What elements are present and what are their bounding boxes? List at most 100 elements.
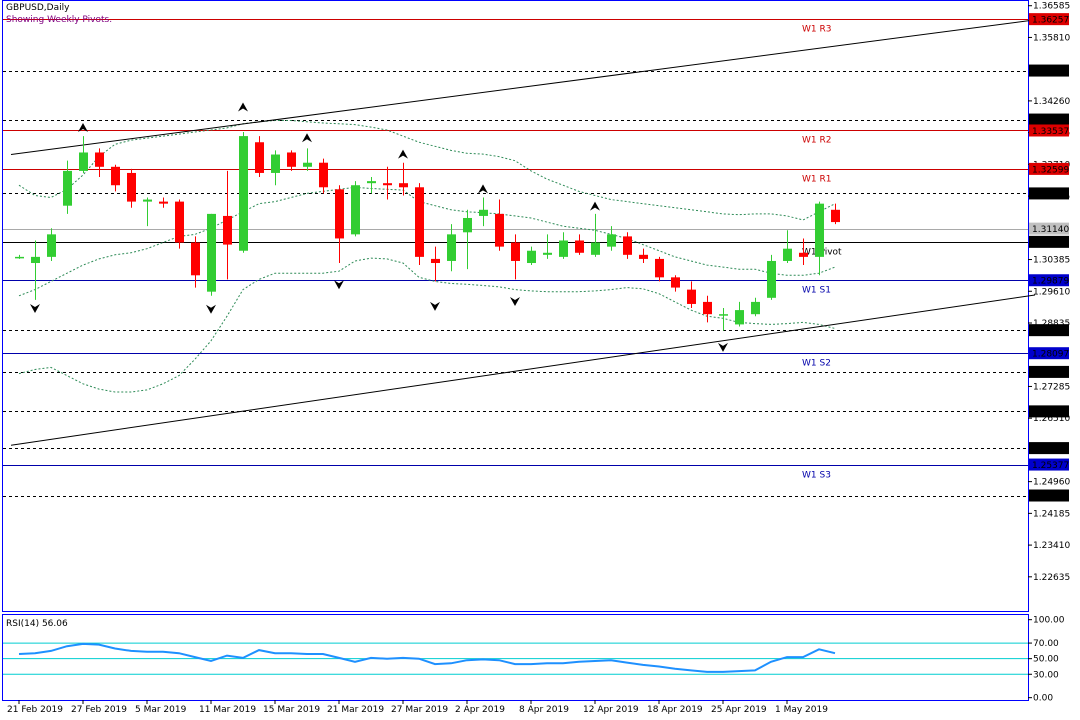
candle-body	[351, 185, 360, 235]
candle-body	[239, 136, 248, 251]
candle-body	[31, 256, 40, 264]
pivot-price-label-box	[1029, 124, 1069, 137]
candle-body	[159, 201, 168, 204]
candle-body	[63, 170, 72, 206]
price-axis: 1.365851.358101.342601.334851.327101.319…	[1028, 2, 1070, 583]
dashed-level-price-label: 1.28660	[1032, 327, 1069, 337]
price-tick-label: 1.36585	[1033, 2, 1070, 12]
candle-body	[255, 142, 264, 173]
pivot-price-label: 1.29879	[1032, 277, 1069, 287]
pivot-label: W1 S2	[802, 359, 831, 369]
dashed-level-price-label: 1.27640	[1032, 368, 1069, 378]
envelope-lower-line	[18, 257, 836, 393]
candle-body	[767, 260, 776, 298]
time-axis: 21 Feb 2019 27 Feb 2019 5 Mar 2019 11 Mar 2…	[7, 700, 828, 715]
chart-symbol-title: GBPUSD,Daily	[6, 3, 70, 13]
envelope-middle-line	[18, 186, 836, 297]
pivot-label: W1 R1	[802, 175, 831, 185]
candle-body	[479, 209, 488, 216]
candle-body	[735, 310, 744, 325]
candle-body	[367, 181, 376, 184]
price-tick-label: 1.30385	[1033, 256, 1070, 266]
chart-subtitle: Showing Weekly Pivots.	[6, 15, 112, 25]
time-tick-label: 18 Apr 2019	[647, 705, 703, 715]
time-tick-label: 21 Mar 2019	[327, 705, 384, 715]
price-tick-label: 1.34260	[1033, 97, 1070, 107]
time-tick-label: 2 Apr 2019	[455, 705, 505, 715]
current-price-label: 1.31140	[1032, 225, 1069, 235]
time-tick-label: 27 Feb 2019	[71, 705, 127, 715]
candle-body	[607, 234, 616, 247]
candle-body	[79, 152, 88, 171]
pivot-price-label-box	[1029, 458, 1069, 471]
candle-body	[383, 183, 392, 186]
candle-body	[415, 187, 424, 257]
pivot-price-label-box	[1029, 274, 1069, 287]
candle-body	[799, 252, 808, 257]
price-tick-label: 1.27285	[1033, 382, 1070, 392]
candle-body	[319, 162, 328, 188]
pivot-price-label: 1.28097	[1032, 350, 1069, 360]
fractal-up-arrow	[302, 133, 312, 143]
pivot-price-label: 1.25377	[1032, 461, 1069, 471]
fractal-up-arrow	[398, 149, 408, 159]
price-tick-label: 1.23410	[1033, 541, 1070, 551]
time-tick-label: 25 Apr 2019	[711, 705, 767, 715]
candle-body	[639, 254, 648, 259]
main-panel-frame	[2, 0, 1029, 612]
candle-body	[511, 242, 520, 261]
candle-body	[527, 250, 536, 264]
rsi-tick-label: 100.00	[1033, 616, 1065, 626]
pivot-price-label-box	[1029, 347, 1069, 360]
pivot-label: W1 S3	[802, 471, 831, 481]
pivot-price-label: 1.33537	[1032, 127, 1069, 137]
dashed-level-price-label: 1.26676	[1032, 408, 1069, 418]
time-tick-label: 27 Mar 2019	[391, 705, 448, 715]
dashed-level-price-label-box	[1029, 64, 1069, 77]
time-tick-label: 21 Feb 2019	[7, 705, 63, 715]
pivot-price-label: 1.30817	[1032, 238, 1069, 248]
fractal-down-arrow	[430, 301, 440, 311]
pivot-price-label-box	[1029, 162, 1069, 175]
rsi-tick-label: 50.00	[1033, 655, 1059, 665]
price-tick-label: 1.24960	[1033, 478, 1070, 488]
candle-body	[671, 277, 680, 288]
dashed-level-price-label-box	[1029, 365, 1069, 378]
dashed-level-price-label: 1.32000	[1032, 190, 1069, 200]
pivot-price-label: 1.32599	[1032, 165, 1069, 175]
rsi-panel-frame	[2, 614, 1029, 701]
dashed-level-price-label-box	[1029, 113, 1069, 126]
time-tick-label: 11 Mar 2019	[199, 705, 256, 715]
candle-body	[431, 258, 440, 264]
price-tick-label: 1.26510	[1033, 414, 1070, 424]
rsi-tick-label: 0.00	[1033, 694, 1053, 704]
candle-body	[111, 166, 120, 186]
time-tick-label: 12 Apr 2019	[583, 705, 639, 715]
price-tick-label: 1.29610	[1033, 287, 1070, 297]
candle-body	[687, 289, 696, 304]
candle-body	[15, 256, 24, 259]
pivot-label: W1 S1	[802, 286, 831, 296]
dashed-level-price-label: 1.25779	[1032, 445, 1069, 455]
candle-body	[447, 234, 456, 261]
candle-body	[207, 213, 216, 292]
fractal-down-arrow	[30, 303, 40, 313]
time-tick-label: 5 Mar 2019	[135, 705, 187, 715]
candle-body	[831, 209, 840, 223]
candle-body	[127, 172, 136, 202]
fractal-down-arrow	[510, 296, 520, 306]
candle-body	[623, 236, 632, 255]
candle-body	[95, 152, 104, 167]
candle-body	[815, 203, 824, 257]
fractal-down-arrow	[334, 280, 344, 290]
trendline	[10, 294, 1036, 446]
fractal-down-arrow	[718, 342, 728, 352]
candle-body	[399, 183, 408, 188]
fractal-up-arrow	[78, 123, 88, 133]
dashed-level-price-label: 1.24621	[1032, 492, 1069, 502]
candle-body	[287, 152, 296, 167]
candle-body	[559, 240, 568, 257]
pivot-price-label-box	[1029, 235, 1069, 248]
